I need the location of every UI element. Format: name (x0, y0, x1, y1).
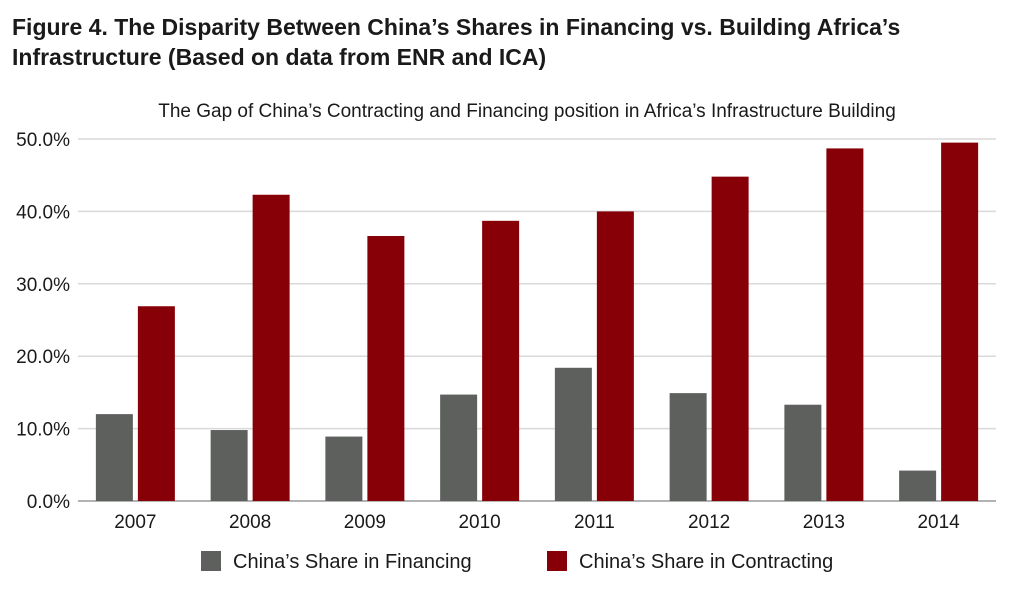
x-axis: 2007 2008 2009 2010 2011 2012 2013 2014 (114, 512, 960, 533)
chart-title: The Gap of China’s Contracting and Finan… (158, 101, 896, 122)
contracting-bar-2014 (941, 142, 979, 501)
bars (95, 142, 979, 502)
x-tick-label: 2010 (458, 512, 500, 533)
y-tick-label: 10.0% (16, 420, 70, 441)
financing-bar-2014 (899, 470, 937, 501)
y-tick-label: 40.0% (16, 202, 70, 223)
legend: China’s Share in Financing China’s Share … (201, 551, 833, 573)
figure-title: Figure 4. The Disparity Between China’s … (12, 12, 1002, 72)
financing-bar-2013 (784, 404, 822, 501)
legend-swatch (547, 551, 567, 571)
contracting-bar-2013 (826, 148, 864, 502)
y-tick-label: 20.0% (16, 347, 70, 368)
x-tick-label: 2008 (229, 512, 271, 533)
figure-title-line-2: Infrastructure (Based on data from ENR a… (12, 44, 547, 70)
x-tick-label: 2013 (803, 512, 845, 533)
figure-title-line-1: Figure 4. The Disparity Between China’s … (12, 14, 901, 40)
contracting-bar-2009 (367, 236, 405, 502)
x-tick-label: 2007 (114, 512, 156, 533)
contracting-bar-2008 (252, 194, 290, 502)
contracting-bar-2012 (711, 176, 749, 501)
financing-bar-2008 (210, 430, 248, 501)
legend-swatch (201, 551, 221, 571)
contracting-bar-2011 (596, 211, 634, 501)
financing-bar-2007 (95, 414, 133, 501)
contracting-bar-2010 (482, 220, 520, 501)
y-axis: 0.0% 10.0% 20.0% 30.0% 40.0% 50.0% (16, 130, 70, 513)
x-tick-label: 2011 (574, 512, 615, 533)
financing-bar-2012 (669, 393, 707, 501)
y-tick-label: 30.0% (16, 275, 70, 296)
legend-label: China’s Share in Financing (233, 551, 472, 573)
y-tick-label: 50.0% (16, 130, 70, 151)
x-tick-label: 2014 (917, 512, 960, 533)
x-tick-label: 2009 (344, 512, 386, 533)
financing-bar-2010 (440, 394, 478, 501)
legend-label: China’s Share in Contracting (579, 551, 833, 573)
financing-bar-2011 (554, 367, 592, 501)
financing-bar-2009 (325, 436, 363, 501)
contracting-bar-2007 (137, 306, 175, 501)
x-tick-label: 2012 (688, 512, 730, 533)
y-tick-label: 0.0% (27, 492, 70, 513)
